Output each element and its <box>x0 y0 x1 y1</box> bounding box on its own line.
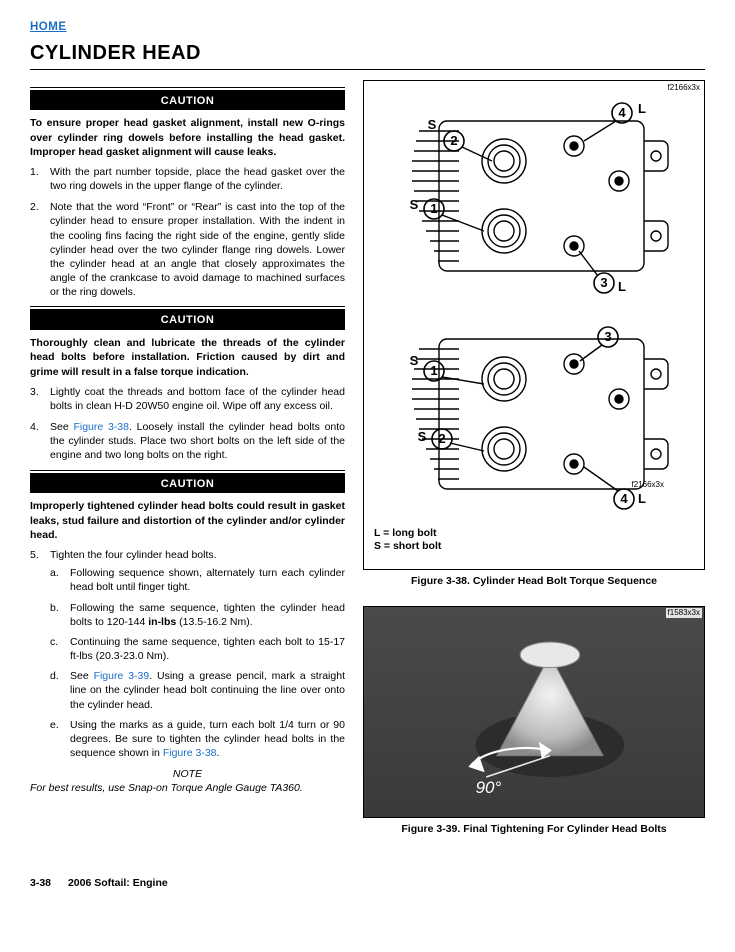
step-5: Tighten the four cylinder head bolts. Fo… <box>30 548 345 760</box>
caution-text-2: Thoroughly clean and lubricate the threa… <box>30 336 345 379</box>
footer-section: 2006 Softail: Engine <box>68 877 168 889</box>
figure-ref-3-38-b[interactable]: Figure 3-38 <box>163 747 217 759</box>
svg-text:3: 3 <box>600 275 607 290</box>
step-5d: See Figure 3-39. Using a grease pencil, … <box>50 669 345 712</box>
svg-text:L: L <box>618 279 626 294</box>
caution-text-1: To ensure proper head gasket alignment, … <box>30 116 345 159</box>
step-1: With the part number topside, place the … <box>30 165 345 193</box>
step-4: See Figure 3-38. Loosely install the cyl… <box>30 420 345 463</box>
svg-text:1: 1 <box>430 363 437 378</box>
figure-ref-3-39[interactable]: Figure 3-39 <box>94 670 150 682</box>
s5d-pre: See <box>70 670 94 682</box>
cylinder-head-bottom-svg: 1 2 3 4 S S L f2166x3x <box>384 309 684 519</box>
svg-text:2: 2 <box>450 133 457 148</box>
figure-3-38-box: f2166x3x <box>363 80 705 570</box>
svg-text:f2166x3x: f2166x3x <box>632 480 664 489</box>
svg-text:90°: 90° <box>476 778 502 797</box>
fig1-legend: L = long bolt S = short bolt <box>374 527 700 554</box>
step-5-text: Tighten the four cylinder head bolts. <box>50 549 217 561</box>
cylinder-head-top-svg: 2 1 4 3 S S L L <box>384 91 684 301</box>
s5e-post: . <box>217 747 220 759</box>
legend-short: S = short bolt <box>374 540 700 554</box>
step-5a: Following sequence shown, alternately tu… <box>50 566 345 594</box>
home-link[interactable]: HOME <box>30 21 67 33</box>
step4-pre: See <box>50 421 73 433</box>
svg-text:2: 2 <box>438 431 445 446</box>
svg-text:1: 1 <box>430 201 437 216</box>
fig2-refnum: f1583x3x <box>666 608 702 619</box>
svg-text:4: 4 <box>618 105 626 120</box>
svg-text:L: L <box>638 101 646 116</box>
svg-text:L: L <box>638 491 646 506</box>
svg-text:3: 3 <box>604 329 611 344</box>
two-column-layout: CAUTION To ensure proper head gasket ali… <box>30 80 705 854</box>
svg-text:S: S <box>410 197 419 212</box>
step-5b: Following the same sequence, tighten the… <box>50 601 345 629</box>
step-5e: Using the marks as a guide, turn each bo… <box>50 718 345 761</box>
right-column: f2166x3x <box>363 80 705 854</box>
fig1-caption: Figure 3-38. Cylinder Head Bolt Torque S… <box>363 574 705 588</box>
note-heading: NOTE <box>30 767 345 781</box>
page-footer: 3-38 2006 Softail: Engine <box>30 876 705 890</box>
footer-page: 3-38 <box>30 877 51 889</box>
svg-text:S: S <box>410 353 419 368</box>
fig2-photo: 90° <box>364 607 704 817</box>
svg-text:S: S <box>428 117 437 132</box>
caution-band-2: CAUTION <box>30 309 345 330</box>
caution-band-3: CAUTION <box>30 473 345 494</box>
step-5c: Continuing the same sequence, tighten ea… <box>50 635 345 663</box>
legend-long: L = long bolt <box>374 527 700 541</box>
caution-band-1: CAUTION <box>30 90 345 111</box>
page-title: CYLINDER HEAD <box>30 40 705 70</box>
svg-text:4: 4 <box>620 491 628 506</box>
fig1-refnum-top: f2166x3x <box>668 83 700 94</box>
svg-text:S: S <box>418 429 427 444</box>
figure-ref-3-38[interactable]: Figure 3-38 <box>73 421 129 433</box>
figure-3-39-box: f1583x3x <box>363 606 705 818</box>
step-3: Lightly coat the threads and bottom face… <box>30 385 345 413</box>
caution-text-3: Improperly tightened cylinder head bolts… <box>30 499 345 542</box>
step-2: Note that the word “Front” or “Rear” is … <box>30 200 345 299</box>
note-body: For best results, use Snap-on Torque Ang… <box>30 781 345 795</box>
left-column: CAUTION To ensure proper head gasket ali… <box>30 80 345 854</box>
